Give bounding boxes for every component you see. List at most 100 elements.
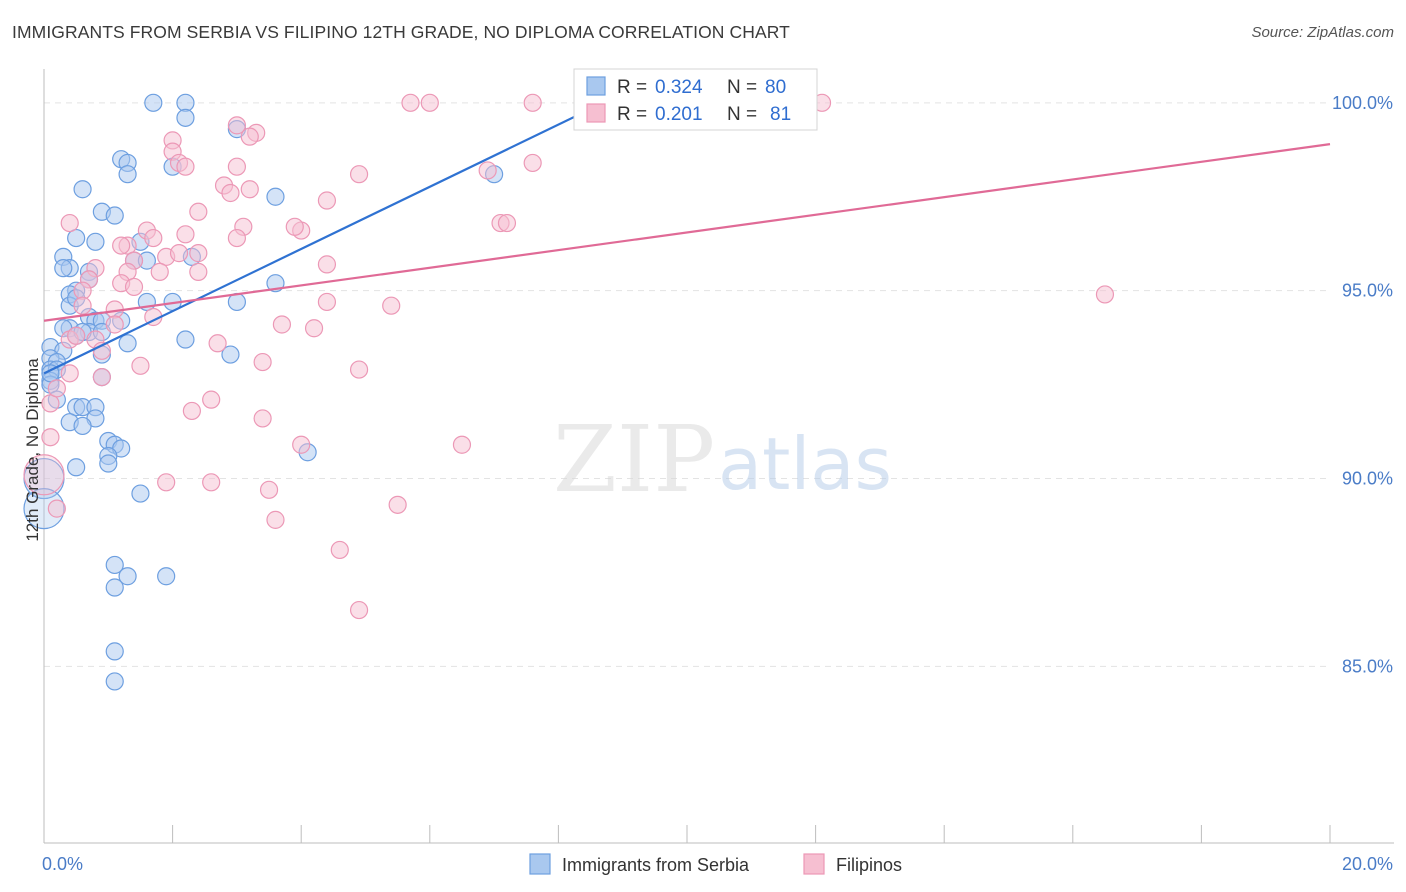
- filipino-point: [202, 473, 221, 492]
- source-label: Source: ZipAtlas.com: [1251, 24, 1394, 41]
- filipino-trend-line: [43, 143, 1331, 322]
- filipino-point: [169, 244, 189, 263]
- bottom-legend-filipino-swatch: [803, 853, 825, 875]
- filipino-points: [23, 93, 1115, 620]
- serbia-point: [67, 458, 86, 477]
- serbia-point: [86, 232, 105, 251]
- serbia-point: [131, 484, 150, 503]
- filipino-point: [124, 277, 144, 297]
- serbia-point: [67, 228, 86, 248]
- filipino-point: [452, 435, 472, 454]
- filipino-point: [60, 213, 79, 233]
- filipino-point: [41, 394, 60, 413]
- filipino-point: [189, 262, 208, 281]
- filipino-point: [253, 409, 272, 428]
- filipino-point: [189, 202, 208, 221]
- serbia-point: [176, 330, 195, 349]
- filipino-point: [150, 262, 169, 281]
- legend-serbia-swatch: [586, 76, 606, 96]
- y-tick-label: 95.0%: [1342, 281, 1393, 301]
- filipino-point: [240, 127, 259, 146]
- y-tick-labels: 85.0% 90.0% 95.0% 100.0%: [1332, 93, 1393, 677]
- serbia-point: [118, 165, 137, 184]
- legend-filipino-r-value: 0.201: [655, 104, 703, 125]
- filipino-point: [349, 360, 369, 379]
- filipino-point: [272, 315, 292, 334]
- bottom-legend-filipino-label: Filipinos: [836, 855, 902, 875]
- bottom-legend-serbia-swatch: [529, 853, 551, 875]
- y-tick-label: 100.0%: [1332, 93, 1393, 113]
- filipino-point: [112, 236, 131, 255]
- serbia-point: [118, 334, 137, 353]
- serbia-point: [105, 206, 124, 225]
- filipino-point: [240, 180, 259, 199]
- filipino-point: [67, 326, 86, 345]
- filipino-point: [47, 499, 66, 518]
- serbia-point: [99, 454, 118, 473]
- y-tick-label: 85.0%: [1342, 656, 1393, 676]
- serbia-point: [144, 93, 163, 112]
- legend-filipino-n-value: 81: [770, 104, 791, 125]
- legend-serbia-r-value: 0.324: [655, 77, 703, 98]
- filipino-point: [208, 334, 227, 353]
- chart-title: IMMIGRANTS FROM SERBIA VS FILIPINO 12TH …: [12, 22, 790, 42]
- serbia-point: [221, 345, 240, 364]
- serbia-point: [73, 180, 92, 199]
- filipino-point: [92, 367, 111, 387]
- serbia-points: [23, 93, 613, 691]
- filipino-point: [420, 93, 439, 112]
- filipino-point: [349, 600, 369, 620]
- filipino-point: [227, 116, 246, 135]
- legend-filipino-swatch: [586, 103, 606, 123]
- serbia-point: [157, 567, 176, 586]
- filipino-point: [497, 213, 517, 233]
- filipino-point: [221, 183, 240, 203]
- serbia-point: [105, 578, 124, 597]
- watermark-zip: ZIP: [553, 406, 715, 513]
- x-tick-label-max: 20.0%: [1342, 854, 1393, 874]
- filipino-point: [227, 228, 246, 248]
- filipino-point: [317, 191, 337, 210]
- filipino-point: [60, 364, 79, 383]
- x-tick-label-min: 0.0%: [42, 854, 83, 874]
- filipino-point: [523, 153, 542, 173]
- axes: [43, 69, 1394, 844]
- filipino-point: [259, 480, 279, 499]
- correlation-legend: R = 0.324 N = 80 R = 0.201 N = 81: [573, 68, 818, 131]
- bottom-legend-serbia-label: Immigrants from Serbia: [562, 855, 750, 875]
- legend-filipino-r-label: R =: [617, 104, 647, 125]
- filipino-point: [47, 379, 66, 398]
- serbia-point: [176, 108, 195, 127]
- y-tick-label: 90.0%: [1342, 469, 1393, 489]
- filipino-point: [317, 292, 337, 312]
- filipino-point: [382, 296, 401, 315]
- serbia-point: [105, 642, 124, 661]
- filipino-point: [253, 352, 272, 372]
- serbia-point: [105, 555, 124, 575]
- filipino-point: [157, 473, 176, 492]
- filipino-point: [176, 225, 195, 244]
- filipino-point: [144, 228, 163, 248]
- trend-lines: [43, 101, 1331, 375]
- filipino-point: [189, 244, 208, 263]
- filipino-point: [105, 315, 124, 334]
- filipino-point: [401, 93, 420, 112]
- serbia-point: [266, 187, 285, 206]
- filipino-point: [202, 390, 221, 409]
- legend-serbia-n-label: N =: [727, 77, 757, 98]
- filipino-point: [266, 510, 285, 529]
- filipino-point: [285, 217, 304, 236]
- watermark-atlas: atlas: [718, 422, 892, 506]
- serbia-point: [105, 672, 124, 691]
- serbia-point: [54, 259, 73, 278]
- filipino-point: [292, 435, 311, 454]
- filipino-point: [176, 157, 195, 176]
- filipino-point: [1095, 285, 1115, 304]
- filipino-point: [227, 157, 246, 176]
- serbia-point: [73, 416, 92, 436]
- y-axis-label: 12th Grade, No Diploma: [23, 358, 42, 542]
- filipino-point: [317, 255, 337, 274]
- filipino-point: [131, 356, 150, 375]
- legend-serbia-n-value: 80: [765, 77, 786, 98]
